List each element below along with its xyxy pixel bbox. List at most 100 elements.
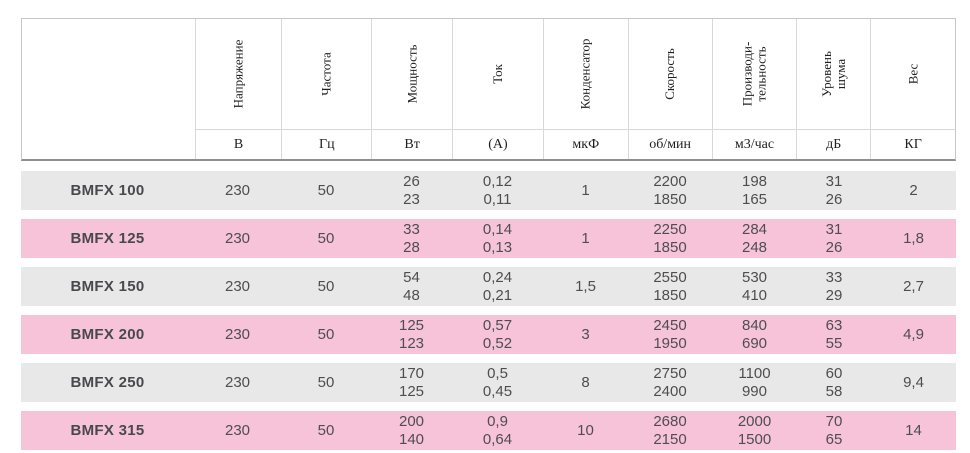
column-unit: м3/час <box>712 129 797 159</box>
cell-speed: 2450 1950 <box>653 316 687 352</box>
cell-airflow: 2000 1500 <box>737 412 772 448</box>
cell-noise: 31 26 <box>825 172 843 208</box>
cell-frequency: 50 <box>317 181 335 199</box>
cell-current: 0,12 0,11 <box>482 172 513 208</box>
cell-noise: 70 65 <box>825 412 843 448</box>
column-header-label: Частота <box>318 52 334 96</box>
column-unit: об/мин <box>628 129 712 159</box>
header-col-model <box>22 19 195 159</box>
column-unit: Вт <box>372 129 453 159</box>
column-header: Напряжение <box>196 19 282 129</box>
cell-current: 0,5 0,45 <box>482 364 513 400</box>
column-header-label: Уровень шума <box>818 51 848 97</box>
table-row-bmfx-250: BMFX 250 230 50 170 125 0,5 0,45 8 2750 … <box>21 363 956 402</box>
column-header: Конденсатор <box>544 19 628 129</box>
table-header: Напряжение В Частота Гц Мощность Вт Ток … <box>21 18 956 161</box>
table-row-bmfx-100: BMFX 100 230 50 26 23 0,12 0,11 1 2200 1… <box>21 171 956 210</box>
column-header: Мощность <box>372 19 452 129</box>
cell-weight: 2 <box>909 181 918 199</box>
header-col-speed: Скорость об/мин <box>627 19 712 159</box>
cell-speed: 2550 1850 <box>653 268 687 304</box>
cell-power: 170 125 <box>398 364 425 400</box>
cell-airflow: 284 248 <box>741 220 768 256</box>
cell-current: 0,57 0,52 <box>482 316 513 352</box>
model-cell: BMFX 250 <box>70 373 145 391</box>
header-col-weight: Вес КГ <box>870 19 955 159</box>
cell-current: 0,24 0,21 <box>482 268 513 304</box>
header-col-airflow: Производи- тельность м3/час <box>711 19 797 159</box>
cell-noise: 60 58 <box>825 364 843 400</box>
column-unit: КГ <box>871 129 955 159</box>
cell-voltage: 230 <box>224 277 251 295</box>
table-row-bmfx-200: BMFX 200 230 50 125 123 0,57 0,52 3 2450… <box>21 315 956 354</box>
cell-noise: 63 55 <box>825 316 843 352</box>
cell-weight: 2,7 <box>903 277 924 295</box>
column-header-label: Производи- тельность <box>739 41 769 107</box>
column-unit: В <box>195 129 282 159</box>
table-row-bmfx-150: BMFX 150 230 50 54 48 0,24 0,21 1,5 2550… <box>21 267 956 306</box>
cell-frequency: 50 <box>317 277 335 295</box>
cell-airflow: 530 410 <box>741 268 768 304</box>
cell-power: 33 28 <box>403 220 420 256</box>
cell-weight: 1,8 <box>903 229 924 247</box>
cell-speed: 2200 1850 <box>653 172 687 208</box>
column-header-label: Ток <box>489 64 505 84</box>
cell-speed: 2680 2150 <box>653 412 687 448</box>
header-col-current: Ток (А) <box>452 19 543 159</box>
table-body: BMFX 100 230 50 26 23 0,12 0,11 1 2200 1… <box>21 171 956 453</box>
cell-frequency: 50 <box>317 421 335 439</box>
model-cell: BMFX 200 <box>70 325 145 343</box>
cell-power: 26 23 <box>403 172 420 208</box>
cell-voltage: 230 <box>224 229 251 247</box>
table-row-bmfx-315: BMFX 315 230 50 200 140 0,9 0,64 10 2680… <box>21 411 956 450</box>
column-unit: дБ <box>797 129 871 159</box>
header-col-voltage: Напряжение В <box>194 19 282 159</box>
cell-capacitor: 8 <box>581 373 590 391</box>
cell-noise: 33 29 <box>825 268 843 304</box>
cell-power: 200 140 <box>398 412 425 448</box>
column-header-label: Конденсатор <box>577 38 593 110</box>
column-header: Уровень шума <box>797 19 870 129</box>
cell-weight: 4,9 <box>903 325 924 343</box>
cell-speed: 2750 2400 <box>653 364 687 400</box>
cell-voltage: 230 <box>224 421 251 439</box>
column-unit: мкФ <box>543 129 628 159</box>
column-header-label: Вес <box>905 63 921 85</box>
cell-noise: 31 26 <box>825 220 843 256</box>
cell-voltage: 230 <box>224 373 251 391</box>
cell-power: 125 123 <box>398 316 425 352</box>
header-col-power: Мощность Вт <box>371 19 453 159</box>
cell-current: 0,14 0,13 <box>482 220 513 256</box>
column-header: Вес <box>871 19 955 129</box>
column-header-label: Скорость <box>662 48 678 100</box>
cell-capacitor: 1 <box>581 229 590 247</box>
model-cell: BMFX 125 <box>70 229 145 247</box>
cell-voltage: 230 <box>224 181 251 199</box>
model-cell: BMFX 315 <box>70 421 145 439</box>
column-header: Производи- тельность <box>713 19 797 129</box>
cell-capacitor: 1,5 <box>575 277 596 295</box>
cell-weight: 9,4 <box>903 373 924 391</box>
column-unit: Гц <box>282 129 372 159</box>
cell-capacitor: 1 <box>581 181 590 199</box>
header-col-capacitor: Конденсатор мкФ <box>542 19 628 159</box>
cell-capacitor: 3 <box>581 325 590 343</box>
cell-weight: 14 <box>905 421 922 439</box>
model-cell: BMFX 150 <box>70 277 145 295</box>
cell-capacitor: 10 <box>577 421 594 439</box>
cell-frequency: 50 <box>317 325 335 343</box>
cell-current: 0,9 0,64 <box>482 412 513 448</box>
column-header: Частота <box>282 19 371 129</box>
cell-voltage: 230 <box>224 325 251 343</box>
model-cell: BMFX 100 <box>70 181 145 199</box>
cell-airflow: 1100 990 <box>738 364 771 400</box>
cell-airflow: 198 165 <box>741 172 768 208</box>
column-header: Скорость <box>629 19 712 129</box>
cell-power: 54 48 <box>403 268 420 304</box>
cell-frequency: 50 <box>317 229 335 247</box>
cell-speed: 2250 1850 <box>653 220 687 256</box>
header-col-frequency: Частота Гц <box>281 19 372 159</box>
column-header-label: Напряжение <box>230 39 246 109</box>
column-header-label: Мощность <box>404 44 420 104</box>
